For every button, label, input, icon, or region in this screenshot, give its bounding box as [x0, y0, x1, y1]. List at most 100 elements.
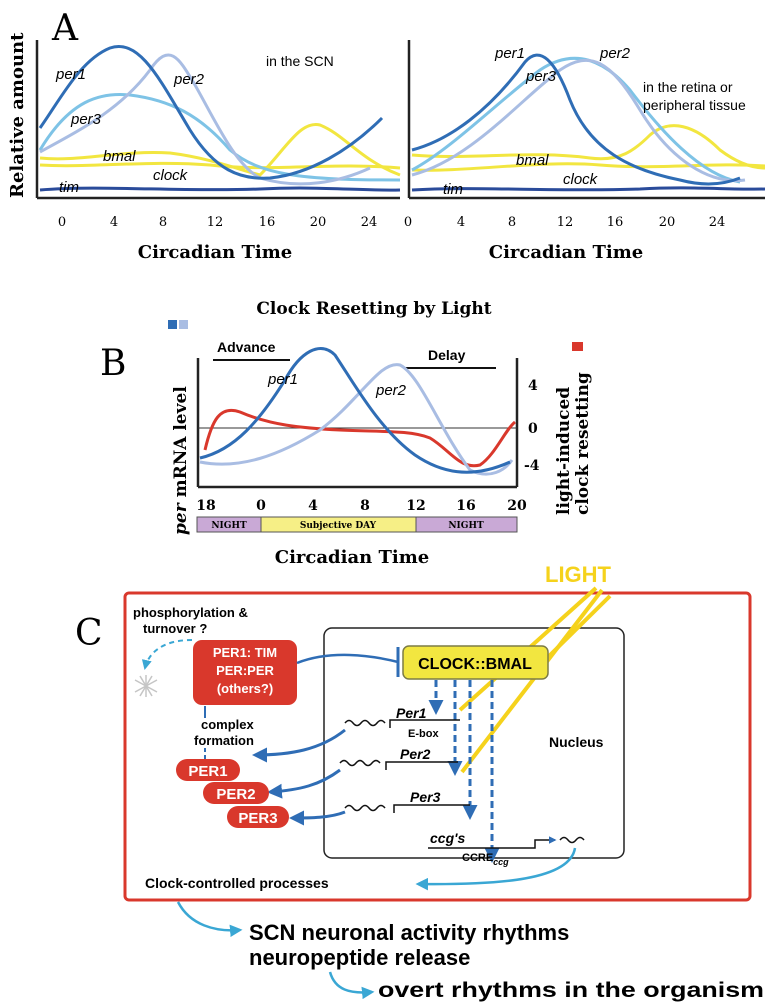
export-arrow-per3 [289, 810, 346, 826]
curve-bmal-right [411, 124, 765, 170]
tick-a-left-4: 16 [259, 215, 276, 230]
pill-per2-label: PER2 [216, 786, 255, 803]
label-per1-left: per1 [55, 66, 86, 83]
panel-b-xlabel: Circadian Time [275, 547, 429, 568]
tick-a-left-2: 8 [159, 215, 167, 230]
label-bmal-left: bmal [103, 148, 136, 165]
panel-b-ylabel-italic: per [171, 502, 191, 535]
label-per1-right: per1 [494, 45, 525, 62]
panel-b-ylabel-rest: mRNA level [171, 386, 191, 504]
light-arrow-per2 [460, 588, 604, 774]
panel-b-per1-label: per1 [267, 371, 298, 388]
curve-bmal-left [39, 123, 401, 177]
curve-per2-left [39, 53, 371, 186]
curve-tim-right [411, 186, 765, 192]
panel-a-ylabel: Relative amount [7, 32, 28, 198]
band-night-2 [415, 516, 518, 533]
output-line1: SCN neuronal activity rhythms [249, 920, 569, 945]
advance-label: Advance [217, 339, 276, 355]
b-xtick-1: 0 [256, 498, 266, 514]
curve-clock-left [39, 161, 401, 170]
annotation-retina-1: in the retina or [643, 79, 733, 95]
tick-a-right-3: 12 [557, 215, 574, 230]
right-tick-0: 4 [528, 378, 538, 394]
legend-swatch-per2 [179, 320, 188, 329]
output-line3: overt rhythms in the organism [378, 979, 764, 1002]
band-label-night-1: NIGHT [211, 521, 247, 531]
tick-a-right-0: 0 [404, 215, 412, 230]
panel-a-left-xlabel: Circadian Time [138, 242, 292, 263]
clock-bmal-box [402, 645, 549, 680]
panel-a-left-plot: per1 per2 per3 bmal clock tim in the SCN… [35, 40, 401, 263]
curve-per1-b [199, 347, 511, 474]
label-bmal-right: bmal [516, 152, 549, 169]
label-per2-right: per2 [599, 45, 631, 62]
curve-per2-right [411, 59, 746, 183]
light-arrow-clock [543, 594, 612, 662]
curve-per3-left [38, 92, 401, 182]
annotation-scn: in the SCN [266, 53, 334, 69]
right-tick-1: 0 [528, 421, 538, 437]
panel-b-ylabel-right-1: light-induced [554, 387, 574, 515]
curve-clock-right [411, 162, 765, 172]
degradation-arrow [141, 639, 193, 670]
panel-b-ylabel-right-2: clock resetting [573, 372, 593, 515]
degradation-burst-icon [134, 675, 158, 697]
tick-a-left-5: 20 [310, 215, 327, 230]
per1-gene-label: Per1 [396, 705, 427, 721]
pill-per2 [203, 782, 269, 804]
output-line2: neuropeptide release [249, 945, 470, 970]
export-arrow-per1 [252, 728, 346, 763]
ccg-output-arrow [415, 847, 577, 891]
ccg-gene-line [428, 836, 557, 849]
panel-b-per2-label: per2 [375, 382, 407, 399]
panel-b-letter: B [100, 343, 126, 384]
label-tim-right: tim [443, 181, 463, 198]
curve-per1-left [38, 45, 384, 180]
delay-label: Delay [428, 347, 466, 363]
tick-a-right-2: 8 [508, 215, 516, 230]
clock-controlled-label: Clock-controlled processes [145, 875, 329, 891]
per2-gene-line [385, 761, 458, 770]
label-per3-right: per3 [525, 68, 557, 85]
complex-formation-1: complex [201, 717, 255, 732]
panel-a-right-xlabel: Circadian Time [489, 242, 643, 263]
per3-gene-label: Per3 [410, 789, 441, 805]
pill-per1 [176, 759, 240, 781]
export-arrow-per2 [267, 768, 341, 799]
ccre-subscript: ccg [493, 857, 509, 867]
curve-per1-right [411, 53, 741, 186]
panel-b-plot: Advance Delay per1 per2 4 0 -4 18 0 4 8 … [196, 339, 540, 568]
complex-formation-2: formation [194, 733, 254, 748]
per1-gene-line [389, 719, 460, 728]
legend-swatch-resetting [572, 342, 583, 351]
band-label-night-2: NIGHT [448, 521, 484, 531]
per1-mrna-wave [344, 719, 386, 727]
b-xtick-2: 4 [308, 498, 318, 514]
output-arrow-1 [176, 901, 243, 938]
nucleus-label: Nucleus [549, 734, 604, 750]
tick-a-left-0: 0 [58, 215, 66, 230]
b-xtick-3: 8 [360, 498, 370, 514]
legend-swatch-per1 [168, 320, 177, 329]
per2-mrna-wave [339, 759, 381, 767]
panel-b-ylabel-left: per mRNA level [171, 386, 191, 535]
per2-gene-label: Per2 [400, 746, 431, 762]
label-per3-left: per3 [70, 111, 102, 128]
inhibition-line [296, 653, 399, 665]
panel-c-letter: C [75, 613, 103, 654]
complex-line3: (others?) [217, 681, 273, 696]
per3-mrna-wave [344, 804, 386, 812]
tick-a-left-1: 4 [110, 215, 118, 230]
pill-per3 [227, 806, 289, 828]
curve-per2-b [199, 363, 514, 476]
label-tim-left: tim [59, 179, 79, 196]
light-label: LIGHT [545, 562, 612, 587]
ccg-mrna-wave [559, 836, 585, 844]
clock-bmal-label: CLOCK::BMAL [418, 656, 532, 673]
ccgs-label: ccg's [430, 830, 465, 846]
band-label-day: Subjective DAY [300, 521, 377, 531]
output-arrow-2 [328, 971, 375, 1000]
ebox-label: E-box [408, 728, 439, 740]
